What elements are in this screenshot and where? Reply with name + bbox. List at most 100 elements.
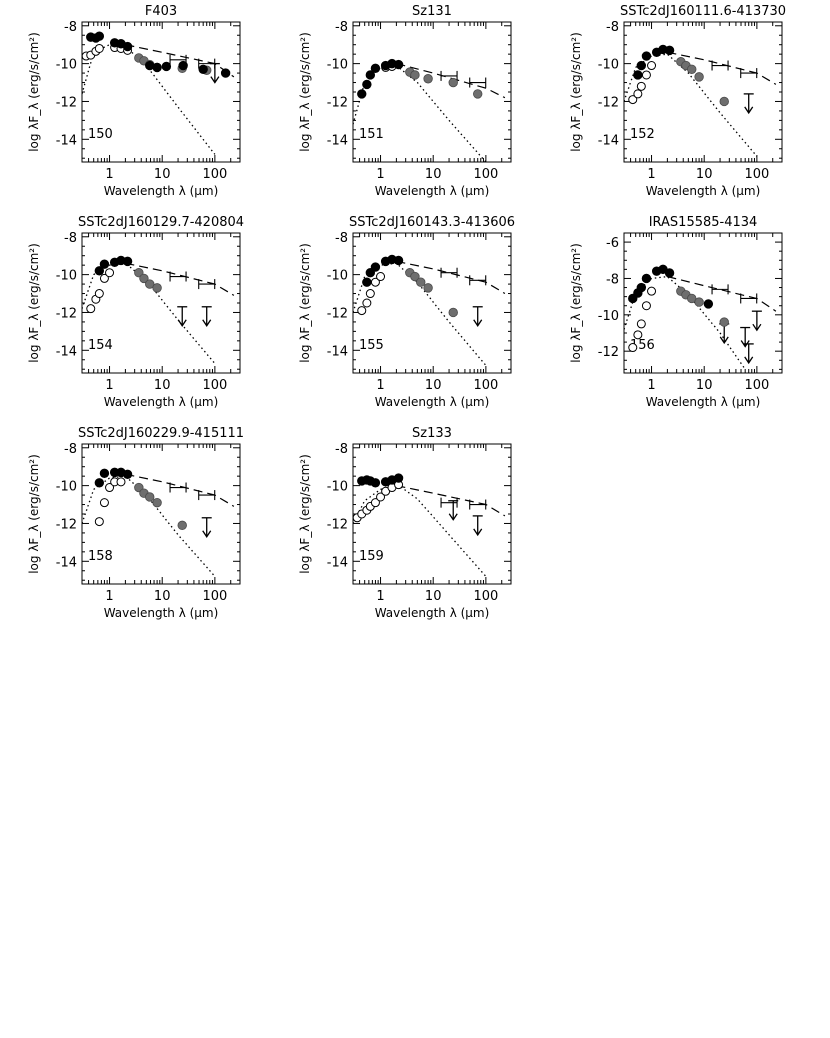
- x-tick-label: 100: [473, 378, 498, 393]
- y-tick-label: -10: [327, 480, 348, 495]
- y-tick-label: -6: [606, 236, 619, 251]
- observed-point: [178, 60, 188, 71]
- y-tick-label: -14: [56, 344, 77, 359]
- y-tick-label: -14: [56, 555, 77, 570]
- panel-number: 159: [359, 549, 384, 564]
- dereddened-point: [105, 268, 115, 278]
- intermediate-point: [687, 293, 697, 304]
- observed-point: [636, 282, 647, 293]
- observed-point: [370, 63, 381, 74]
- photosphere-line: [353, 482, 487, 577]
- y-tick-label: -12: [598, 95, 619, 110]
- panel-number: 152: [630, 127, 655, 142]
- dereddened-point: [357, 306, 367, 316]
- y-tick-label: -8: [64, 20, 77, 35]
- intermediate-point: [694, 72, 704, 82]
- y-tick-label: -12: [327, 95, 348, 110]
- observed-point: [99, 468, 110, 479]
- observed-point: [122, 469, 133, 479]
- observed-point: [362, 277, 372, 287]
- x-tick-label: 10: [154, 589, 171, 604]
- dereddened-point: [94, 289, 104, 299]
- x-tick-label: 1: [647, 378, 655, 393]
- dereddened-point: [647, 286, 657, 296]
- observed-point: [703, 299, 714, 309]
- sed-panel-159: Sz133 1 10 100 -8 -10 -12 -14 Wavelength λ (μm) l…: [298, 426, 512, 620]
- x-tick-label: 100: [202, 167, 227, 182]
- dereddened-point: [86, 304, 96, 314]
- upper-limit-arrow: [202, 530, 212, 538]
- y-tick-label: -14: [327, 133, 348, 148]
- x-tick-label: 10: [696, 378, 713, 393]
- y-tick-label: -14: [598, 133, 619, 148]
- panel-title: SSTc2dJ160143.3-413606: [349, 215, 515, 230]
- x-tick-label: 100: [744, 167, 769, 182]
- observed-point: [94, 31, 105, 41]
- observed-point: [362, 79, 372, 90]
- y-axis-label: log λF_λ (erg/s/cm²): [27, 32, 41, 152]
- intermediate-point: [448, 307, 458, 318]
- observed-point: [641, 273, 652, 284]
- intermediate-point: [423, 74, 433, 84]
- plot-frame: [623, 232, 783, 374]
- observed-point: [664, 45, 675, 56]
- y-tick-label: -8: [335, 231, 348, 246]
- y-axis-label: log λF_λ (erg/s/cm²): [27, 243, 41, 363]
- observed-point: [198, 64, 208, 74]
- observed-point: [641, 51, 652, 61]
- observed-point: [357, 89, 367, 99]
- y-tick-label: -8: [335, 20, 348, 35]
- dereddened-point: [365, 289, 375, 299]
- x-tick-label: 100: [473, 167, 498, 182]
- x-axis-label: Wavelength λ (μm): [646, 395, 761, 409]
- median-line: [667, 51, 777, 85]
- y-axis-label: log λF_λ (erg/s/cm²): [569, 243, 583, 363]
- upper-limit-arrow: [177, 319, 187, 327]
- x-axis-label: Wavelength λ (μm): [104, 606, 219, 620]
- median-line: [125, 473, 235, 507]
- dereddened-point: [376, 492, 386, 502]
- sed-panel-150: F403 1 10 100 -8 -10 -12 -14 Wavelength λ (μm) lo…: [27, 4, 241, 198]
- dereddened-point: [628, 343, 638, 353]
- y-tick-label: -14: [327, 344, 348, 359]
- observed-point: [161, 61, 172, 72]
- y-tick-label: -12: [327, 306, 348, 321]
- y-tick-label: -10: [56, 58, 77, 73]
- observed-point: [94, 478, 105, 488]
- x-tick-label: 100: [202, 589, 227, 604]
- panel-number: 155: [359, 338, 384, 353]
- dereddened-point: [362, 298, 372, 308]
- y-tick-label: -8: [335, 442, 348, 457]
- intermediate-point: [719, 317, 729, 327]
- x-axis-label: Wavelength λ (μm): [646, 184, 761, 198]
- x-tick-label: 1: [105, 378, 113, 393]
- x-tick-label: 10: [696, 167, 713, 182]
- sed-panel-155: SSTc2dJ160143.3-413606 1 10 100 -8 -10 -12 -14 W…: [298, 215, 515, 409]
- upper-limit-arrow: [719, 336, 729, 345]
- upper-limit-arrow: [473, 528, 483, 537]
- y-tick-label: -8: [606, 272, 619, 287]
- intermediate-point: [423, 283, 433, 293]
- dereddened-point: [94, 43, 104, 53]
- upper-limit-arrow: [744, 106, 754, 115]
- y-axis-label: log λF_λ (erg/s/cm²): [27, 454, 41, 574]
- plot-area: [82, 255, 235, 364]
- observed-point: [393, 473, 404, 483]
- upper-limit-arrow: [202, 319, 212, 327]
- median-line: [667, 276, 777, 312]
- dereddened-point: [633, 89, 643, 99]
- y-axis-label: log λF_λ (erg/s/cm²): [569, 32, 583, 152]
- x-tick-label: 1: [376, 167, 384, 182]
- median-line: [396, 260, 506, 295]
- plot-area: [82, 31, 235, 155]
- intermediate-point: [410, 271, 420, 282]
- x-tick-label: 100: [473, 589, 498, 604]
- dereddened-point: [116, 477, 126, 487]
- panel-number: 158: [88, 549, 113, 564]
- intermediate-point: [473, 89, 483, 99]
- dereddened-point: [99, 273, 109, 283]
- photosphere-line: [353, 64, 487, 162]
- y-axis-label: log λF_λ (erg/s/cm²): [298, 32, 312, 152]
- sed-panel-154: SSTc2dJ160129.7-420804 1 10 100 -8 -10 -12 -14 W…: [27, 215, 244, 409]
- panel-title: F403: [145, 4, 177, 19]
